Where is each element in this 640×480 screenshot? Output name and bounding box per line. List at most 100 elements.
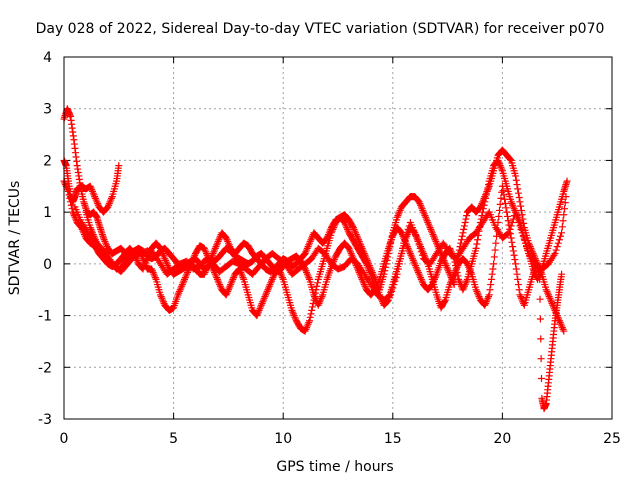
data-point [395,208,403,216]
data-point [356,270,364,278]
data-point [178,281,186,289]
data-point [268,277,276,285]
data-point [418,205,426,213]
data-point [558,270,566,278]
data-point [494,156,502,164]
data-point [343,224,351,232]
data-point [216,282,224,290]
axes: 0 5 10 15 20 25 -3 -2 -1 0 1 2 3 4 [38,50,621,447]
data-point [453,268,461,276]
data-point [331,254,339,262]
data-point [478,212,486,220]
data-point [513,270,521,278]
data-point [455,277,463,285]
data-point [61,179,69,187]
data-point [487,281,495,289]
data-point [92,196,100,204]
data-point [343,225,351,233]
data-point [306,313,314,321]
data-point [446,270,454,278]
data-point [515,286,523,294]
data-point [362,260,370,268]
data-point [456,279,464,287]
data-point [263,287,271,295]
data-point [428,229,436,237]
data-point [497,163,505,171]
data-point [67,201,75,209]
data-point [506,156,514,164]
data-point [163,260,171,268]
data-point [430,277,438,285]
data-point [304,272,312,280]
data-point [208,251,216,259]
data-point [461,218,469,226]
data-point [552,246,560,254]
data-point [213,239,221,247]
data-point [269,274,277,282]
x-tick-label: 10 [274,431,292,447]
data-point [501,195,509,203]
data-point [93,239,101,247]
data-point [307,236,315,244]
data-point [422,213,430,221]
x-tick-label: 25 [603,431,621,447]
data-point [156,291,164,299]
data-point [517,202,525,210]
data-point [215,236,223,244]
data-point [211,246,219,254]
data-point [238,270,246,278]
data-point [414,268,422,276]
data-point [559,325,567,333]
y-tick-label: -1 [38,309,52,325]
data-point [416,272,424,280]
data-point [399,232,407,240]
series-track-e [82,156,571,309]
data-point [420,210,428,218]
data-point [91,193,99,201]
data-point [449,251,457,259]
data-point [418,251,426,259]
data-point [107,196,115,204]
data-point [441,297,449,305]
data-point [442,262,450,270]
data-point [421,212,429,220]
data-point [409,255,417,263]
y-tick-label: 1 [43,205,52,221]
x-axis-label: GPS time / hours [276,459,393,475]
data-point [94,243,102,251]
y-tick-label: 0 [43,257,52,273]
data-point [373,281,381,289]
data-point [374,279,382,287]
data-point [482,298,490,306]
data-point [391,277,399,285]
data-point [300,264,308,272]
data-point [105,200,113,208]
data-point [214,277,222,285]
data-point [495,160,503,168]
data-point [406,250,414,258]
data-point [106,198,114,206]
data-point [495,158,503,166]
data-point [94,241,102,249]
data-point [529,265,537,273]
data-point [423,217,431,225]
data-point [542,286,550,294]
data-point [91,234,99,242]
data-point [485,291,493,299]
data-point [419,208,427,216]
data-point [462,279,470,287]
data-point [487,275,495,283]
data-point [447,274,455,282]
data-point [229,275,237,283]
data-point [150,270,158,278]
data-point [278,274,286,282]
data-point [88,227,96,235]
data-point [260,294,268,302]
data-point [360,281,368,289]
data-point [430,275,438,283]
data-point [181,275,189,283]
data-point [328,261,336,269]
data-point [303,246,311,254]
data-point [458,232,466,240]
data-point [257,303,265,311]
